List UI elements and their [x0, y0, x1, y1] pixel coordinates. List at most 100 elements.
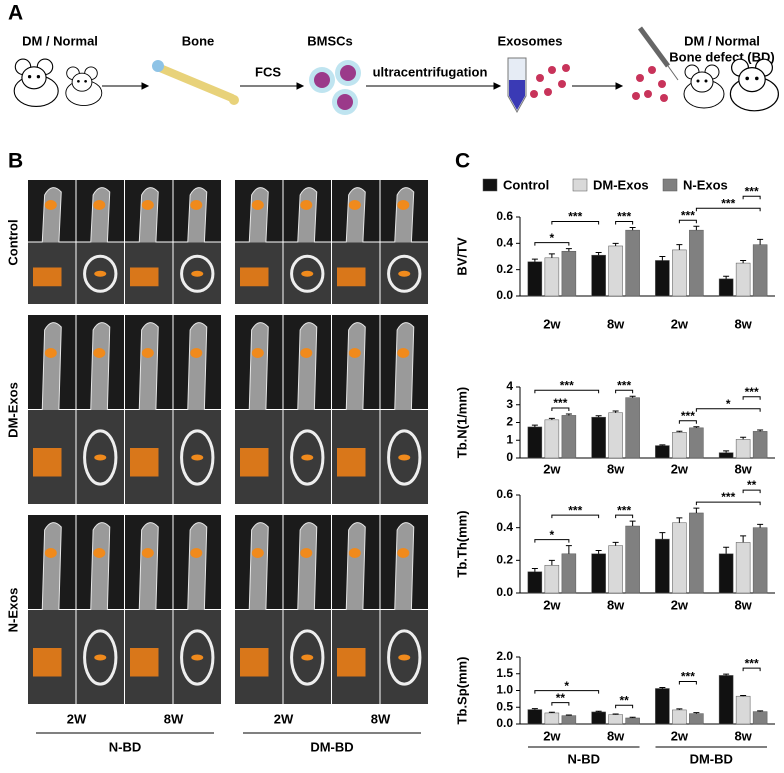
bar	[672, 709, 687, 725]
error-bar	[612, 242, 619, 246]
step-label: Bone defect (BD)	[669, 49, 774, 64]
mouse	[729, 58, 780, 112]
bone-section	[187, 187, 208, 243]
exosome	[660, 94, 668, 102]
significance-label: ***	[721, 196, 735, 210]
bone-head	[152, 60, 164, 72]
significance-bracket	[695, 207, 761, 212]
defect	[251, 548, 264, 558]
bar	[608, 545, 623, 594]
y-axis-label: Tb.Th(mm)	[454, 510, 469, 577]
significance-bracket	[551, 221, 600, 225]
legend-label: Control	[503, 177, 549, 192]
bone-ring	[180, 254, 215, 293]
error-bar	[548, 253, 555, 258]
y-tick-label: 0	[506, 450, 513, 464]
bar	[752, 431, 768, 459]
legend-swatch	[662, 178, 678, 192]
bone-ring	[180, 629, 215, 686]
defect	[397, 200, 410, 210]
significance-bracket	[534, 539, 570, 543]
mouse-eye	[704, 79, 708, 83]
arrow-label: ultracentrifugation	[373, 64, 488, 79]
mouse-head	[690, 71, 714, 93]
error-bar	[659, 686, 666, 689]
significance-label: *	[550, 528, 555, 542]
legend-label: N-Exos	[683, 177, 728, 192]
x-tick-label: 2w	[543, 461, 561, 476]
significance-label: *	[550, 231, 555, 245]
significance-label: ***	[745, 184, 759, 198]
y-axis-label: BV/TV	[454, 237, 469, 276]
defect	[93, 548, 106, 558]
bar	[625, 717, 640, 725]
exosome	[636, 74, 644, 82]
defect	[397, 548, 410, 558]
x-tick-label: 8w	[734, 597, 752, 612]
significance-label: ***	[721, 490, 735, 504]
bone-end	[229, 95, 239, 105]
error-bar	[693, 507, 700, 513]
bar	[752, 527, 768, 594]
mouse-eye	[27, 75, 32, 79]
significance-bracket	[695, 408, 761, 412]
step-label: DM / Normal	[684, 33, 760, 48]
row-label: DM-Exos	[5, 382, 20, 438]
x-tick-label: 8w	[607, 316, 625, 331]
bar	[591, 254, 606, 297]
bone-section	[345, 522, 366, 611]
bar	[718, 452, 734, 459]
bone-section	[248, 522, 269, 611]
group-label: N-BD	[109, 739, 142, 754]
x-tick-label: 8w	[734, 316, 752, 331]
bone-section	[187, 322, 208, 411]
arrow-head	[296, 82, 305, 90]
x-tick-label: 8w	[607, 728, 625, 743]
bone-ring	[290, 429, 325, 486]
bar	[561, 250, 577, 297]
x-tick-label: 8w	[734, 461, 752, 476]
exosome	[562, 64, 570, 72]
needle	[667, 65, 679, 81]
row-label: Control	[5, 219, 20, 265]
cells-icon	[309, 60, 361, 115]
error-bar	[629, 520, 636, 527]
bone-icon	[152, 60, 239, 105]
bone-section	[41, 187, 62, 243]
significance-label: **	[747, 478, 757, 492]
significance-label: ***	[560, 378, 574, 392]
significance-label: ***	[568, 210, 582, 224]
column-label: 8W	[164, 711, 184, 726]
mouse-eye	[77, 79, 80, 83]
significance-label: **	[556, 691, 566, 705]
legend-swatch	[572, 178, 588, 192]
arrow-head	[141, 82, 150, 90]
error-bar	[693, 426, 700, 428]
panel-label: B	[8, 150, 23, 173]
defect	[141, 200, 154, 210]
error-bar	[531, 424, 538, 427]
bone-section	[297, 187, 318, 243]
bar	[689, 427, 704, 459]
error-bar	[629, 716, 636, 718]
defect	[301, 654, 314, 661]
defect	[190, 548, 203, 558]
y-tick-label: 4	[506, 379, 513, 393]
defect	[398, 454, 411, 461]
error-bar	[723, 546, 730, 554]
exosome-dots	[530, 64, 668, 102]
legend-label: DM-Exos	[593, 177, 649, 192]
bone-section	[345, 322, 366, 411]
error-bar	[531, 258, 538, 262]
defect	[348, 348, 361, 358]
bone-ring	[83, 429, 118, 486]
error-bar	[757, 523, 764, 528]
bar	[672, 522, 687, 594]
bar	[655, 260, 670, 297]
bar	[608, 412, 623, 459]
arrow-head	[493, 82, 502, 90]
defect	[94, 454, 107, 461]
significance-label: ***	[553, 396, 567, 410]
defect-volume	[130, 448, 159, 477]
significance-bracket	[551, 702, 570, 706]
